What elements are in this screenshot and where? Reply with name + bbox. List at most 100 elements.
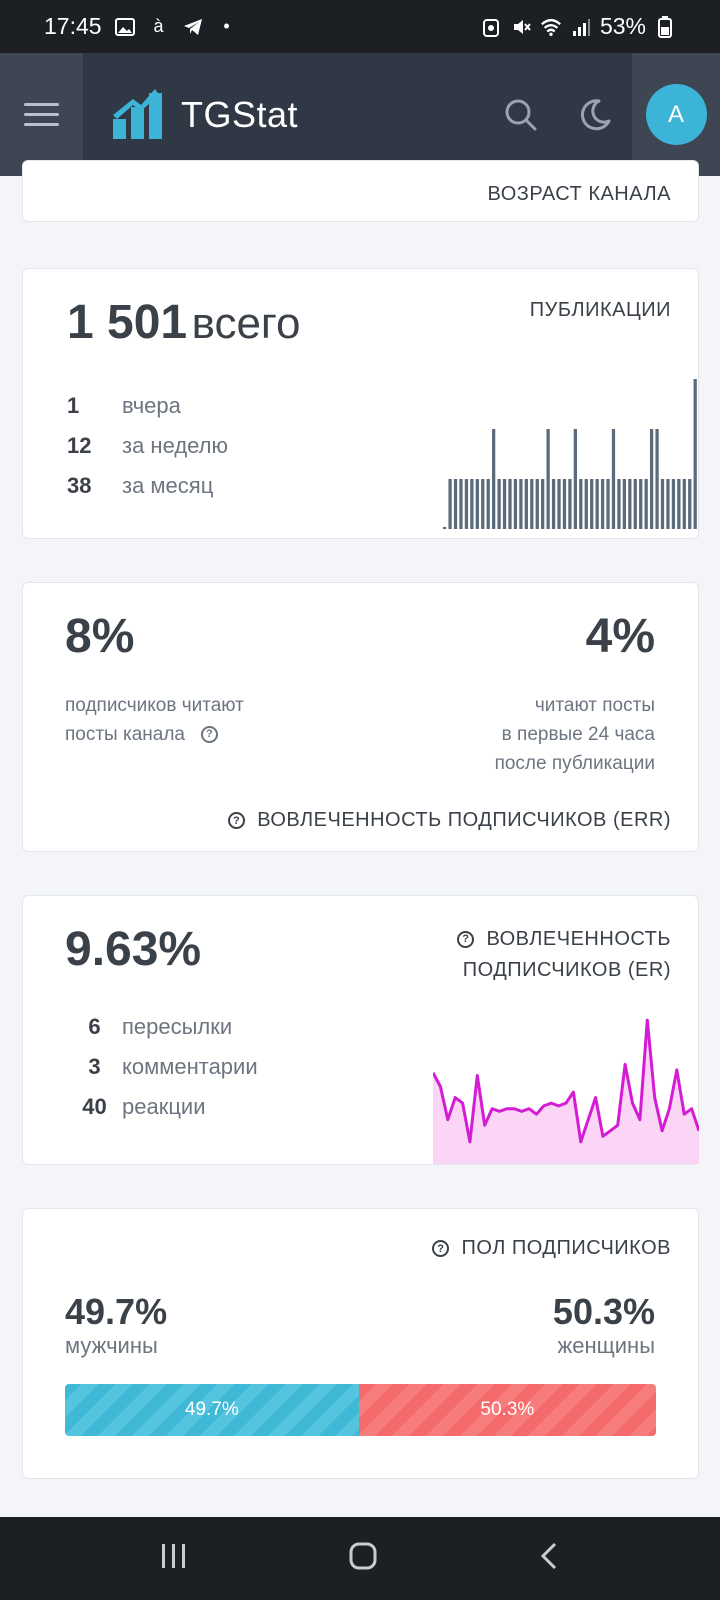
publication-bar[interactable] <box>666 479 670 529</box>
publication-bar[interactable] <box>655 429 659 529</box>
hamburger-line <box>24 113 59 116</box>
err-title-text: ВОВЛЕЧЕННОСТЬ ПОДПИСЧИКОВ (ERR) <box>257 809 671 831</box>
back-button[interactable] <box>537 1541 561 1576</box>
err-left-label: подписчиков читают посты канала ? <box>65 691 244 749</box>
publication-bar[interactable] <box>644 479 648 529</box>
publications-card[interactable]: ПУБЛИКАЦИИ 1 501 всего 1 вчера 12 за нед… <box>22 268 699 539</box>
female-label: женщины <box>557 1333 655 1358</box>
publication-bar[interactable] <box>497 479 501 529</box>
brand-name: TGStat <box>181 93 299 135</box>
stat-number: 40 <box>82 1094 107 1119</box>
publication-bar[interactable] <box>682 479 686 529</box>
publication-bar[interactable] <box>557 479 561 529</box>
publication-bar[interactable] <box>492 429 496 529</box>
publication-bar[interactable] <box>530 479 534 529</box>
search-icon <box>505 99 537 130</box>
stat-number: 1 <box>67 393 80 418</box>
publication-bar[interactable] <box>486 479 490 529</box>
publication-bar[interactable] <box>649 429 654 529</box>
theme-toggle-button[interactable] <box>558 53 632 176</box>
female-value: 50.3% <box>552 1291 655 1332</box>
publication-bar[interactable] <box>568 479 572 529</box>
err-right-value: 4% <box>585 610 655 663</box>
publication-bar[interactable] <box>535 479 539 529</box>
publications-week-row: 12 за неделю <box>67 433 228 459</box>
err-right-label-line: в первые 24 часа <box>501 724 655 745</box>
stat-label: вчера <box>122 393 181 418</box>
publication-bar[interactable] <box>595 479 599 529</box>
home-button[interactable] <box>348 1541 378 1576</box>
stat-label: за неделю <box>122 433 229 458</box>
stat-label: за месяц <box>122 473 214 498</box>
publication-bar[interactable] <box>513 479 518 529</box>
publication-bar[interactable] <box>443 527 447 529</box>
er-value: 9.63% <box>65 923 202 976</box>
publications-total: 1 501 всего <box>67 295 300 350</box>
user-menu-button[interactable]: A <box>632 53 720 176</box>
brand-logo[interactable]: TGStat <box>111 88 299 141</box>
help-icon[interactable]: ? <box>200 726 218 744</box>
publication-bar[interactable] <box>590 479 594 529</box>
publication-bar[interactable] <box>524 479 528 529</box>
publication-bar[interactable] <box>584 479 588 529</box>
help-icon[interactable]: ? <box>457 931 475 949</box>
publication-bar[interactable] <box>622 479 627 529</box>
publication-bar[interactable] <box>606 479 610 529</box>
publication-bar[interactable] <box>481 479 485 529</box>
gender-card[interactable]: ? ПОЛ ПОДПИСЧИКОВ 49.7% мужчины 50.3% же… <box>22 1208 699 1479</box>
publication-bar[interactable] <box>611 429 616 529</box>
gender-title: ? ПОЛ ПОДПИСЧИКОВ <box>432 1237 671 1260</box>
avatar: A <box>645 84 707 145</box>
publication-bar[interactable] <box>639 479 643 529</box>
publication-bar[interactable] <box>579 479 583 529</box>
help-icon[interactable]: ? <box>432 1240 450 1258</box>
publication-bar[interactable] <box>671 479 676 529</box>
publication-bar[interactable] <box>546 429 550 529</box>
publication-bar[interactable] <box>551 479 556 529</box>
er-card[interactable]: 9.63% ? ВОВЛЕЧЕННОСТЬ ПОДПИСЧИКОВ (ER) 6… <box>22 895 699 1165</box>
publication-bar[interactable] <box>562 479 567 529</box>
publications-total-label: всего <box>191 299 301 348</box>
publication-bar[interactable] <box>660 479 665 529</box>
err-left-value: 8% <box>65 610 135 663</box>
publication-bar[interactable] <box>470 479 474 529</box>
er-reactions-row: 40 реакции <box>67 1094 205 1120</box>
publication-bar[interactable] <box>453 479 458 529</box>
publication-bar[interactable] <box>464 479 469 529</box>
mute-icon <box>510 16 532 38</box>
publication-bar[interactable] <box>677 479 681 529</box>
publication-bar[interactable] <box>573 429 577 529</box>
help-icon[interactable]: ? <box>228 812 246 830</box>
er-line <box>433 1018 699 1144</box>
publication-bar[interactable] <box>617 479 621 529</box>
search-button[interactable] <box>484 53 558 176</box>
dot-icon: • <box>223 16 230 36</box>
publication-bar[interactable] <box>508 479 512 529</box>
publication-bar[interactable] <box>448 479 452 529</box>
er-title-line: ? ВОВЛЕЧЕННОСТЬ <box>457 924 671 955</box>
recent-apps-icon <box>162 1544 186 1568</box>
gender-progress-bar: 49.7% 50.3% <box>65 1384 656 1436</box>
stat-label: пересылки <box>122 1014 233 1039</box>
publication-bar[interactable] <box>475 479 479 529</box>
publication-bar[interactable] <box>541 479 545 529</box>
publication-bar[interactable] <box>600 479 605 529</box>
publication-bar[interactable] <box>688 479 692 529</box>
publication-bar[interactable] <box>693 379 697 529</box>
publication-bar[interactable] <box>628 479 632 529</box>
stat-number: 12 <box>67 433 92 458</box>
publication-bar[interactable] <box>519 479 523 529</box>
publication-bar[interactable] <box>502 479 507 529</box>
channel-age-card: ВОЗРАСТ КАНАЛА <box>22 160 699 222</box>
recent-apps-button[interactable] <box>159 1542 189 1575</box>
publication-bar[interactable] <box>459 479 463 529</box>
menu-button[interactable] <box>0 53 83 176</box>
publication-bar[interactable] <box>633 479 637 529</box>
male-label: мужчины <box>65 1333 158 1358</box>
er-comments-row: 3 комментарии <box>67 1054 257 1080</box>
er-forwards-row: 6 пересылки <box>67 1014 232 1040</box>
err-card[interactable]: 8% подписчиков читают посты канала ? 4% … <box>22 582 699 852</box>
stat-number: 3 <box>88 1054 101 1079</box>
err-right-label: читают посты в первые 24 часа после публ… <box>495 691 655 778</box>
er-area-fill <box>433 1020 699 1164</box>
